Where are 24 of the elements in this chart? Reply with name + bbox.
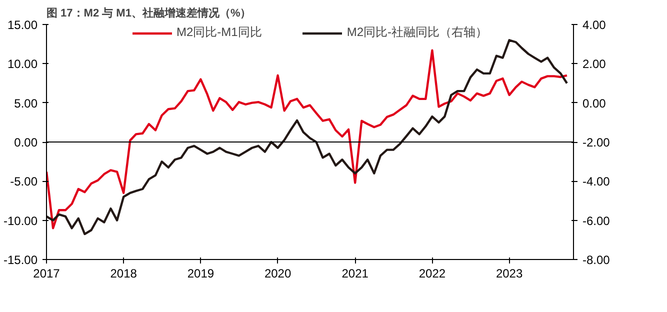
x-tick-label: 2023 xyxy=(496,266,523,280)
y-tick-label: 15.00 xyxy=(7,18,38,32)
x-tick-label: 2017 xyxy=(33,266,60,280)
y-tick-label: 10.00 xyxy=(7,57,38,72)
y-tick-label: -10.00 xyxy=(3,214,38,228)
chart-title: 图 17：M2 与 M1、社融增速差情况（%） xyxy=(46,6,252,20)
y-tick-label: -15.00 xyxy=(3,253,38,267)
y2-tick-label: -4.00 xyxy=(582,174,610,189)
x-tick-label: 2021 xyxy=(342,266,369,280)
y-tick-label: -5.00 xyxy=(10,174,38,189)
y2-tick-label: 2.00 xyxy=(582,57,606,72)
x-tick-label: 2019 xyxy=(187,266,214,280)
y2-tick-label: 0.00 xyxy=(582,96,606,110)
y2-tick-label: -8.00 xyxy=(582,253,610,267)
y2-tick-label: -2.00 xyxy=(582,136,610,150)
legend-label: M2同比-M1同比 xyxy=(176,24,262,41)
x-tick-label: 2022 xyxy=(418,266,446,280)
legend-label: M2同比-社融同比（右轴） xyxy=(346,24,488,41)
y2-tick-label: -6.00 xyxy=(582,214,610,228)
x-tick-label: 2018 xyxy=(110,266,138,280)
y-tick-label: 5.00 xyxy=(14,96,38,110)
y-tick-label: 0.00 xyxy=(14,136,38,150)
x-tick-label: 2020 xyxy=(264,266,292,280)
y2-tick-label: 4.00 xyxy=(582,18,606,32)
